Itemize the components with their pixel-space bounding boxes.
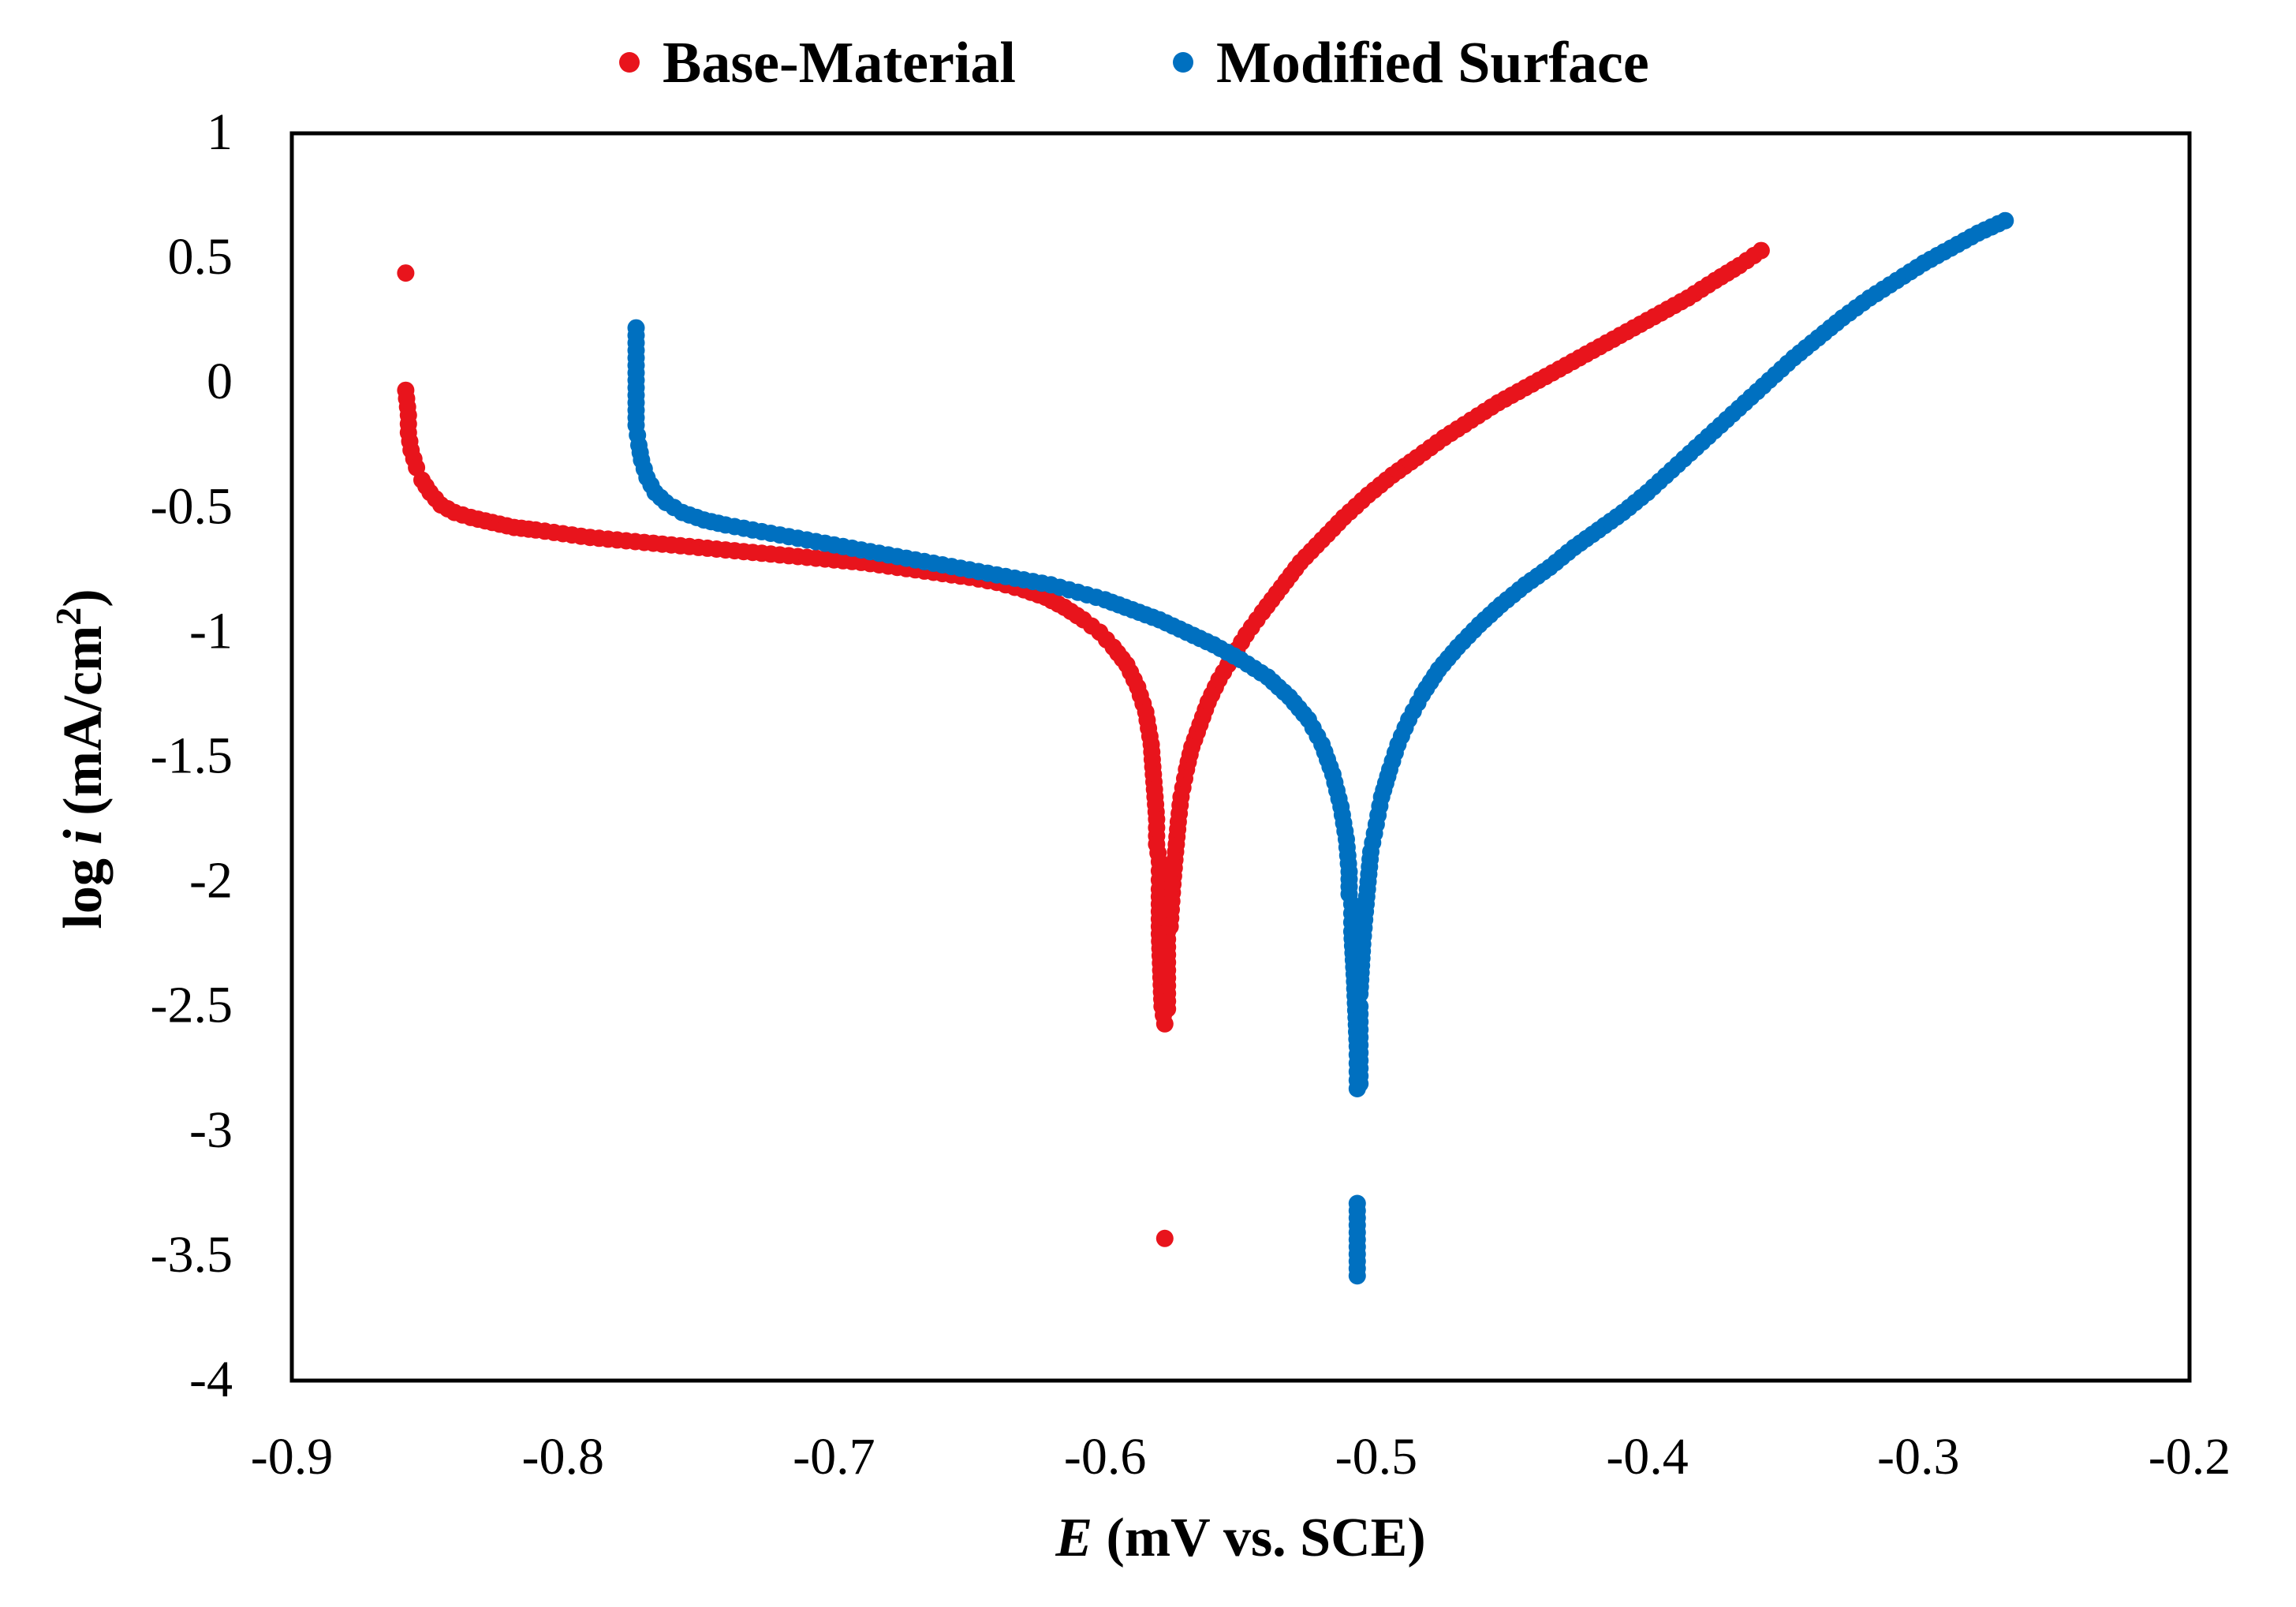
legend-marker-base-material <box>619 52 640 73</box>
x-tick-label: -0.6 <box>1064 1428 1146 1486</box>
x-tick-label: -0.5 <box>1335 1428 1417 1486</box>
y-tick-label: 1 <box>207 103 233 161</box>
data-point <box>1351 997 1369 1015</box>
y-axis-title-unit: (mA/cm <box>53 626 114 830</box>
x-tick-label: -0.2 <box>2149 1428 2231 1486</box>
y-axis-title-close: ) <box>53 589 114 607</box>
x-tick-label: -0.8 <box>521 1428 603 1486</box>
x-axis-ticks: -0.9 -0.8 -0.7 -0.6 -0.5 -0.4 -0.3 -0.2 <box>251 1428 2231 1486</box>
y-axis-title: log i (mA/cm2) <box>48 589 114 929</box>
data-point <box>1155 1229 1174 1247</box>
y-tick-label: -2.5 <box>151 977 233 1034</box>
y-axis-ticks: 1 0.5 0 -0.5 -1 -1.5 -2 -2.5 -3 -3.5 -4 <box>151 103 233 1408</box>
y-axis-title-superscript: 2 <box>48 607 88 626</box>
y-tick-label: -1 <box>189 602 233 660</box>
y-tick-label: -1.5 <box>151 727 233 785</box>
x-axis-title: E (mV vs. SCE) <box>1055 1508 1425 1568</box>
y-tick-label: 0.5 <box>168 228 233 286</box>
legend-marker-modified-surface <box>1173 52 1193 73</box>
y-axis-title-italic: i <box>53 829 114 845</box>
plot-area <box>289 131 2192 1383</box>
legend: Base-Material Modified Surface <box>619 31 1649 95</box>
x-tick-label: -0.3 <box>1877 1428 1959 1486</box>
y-tick-label: -2 <box>189 852 233 910</box>
data-point <box>1348 1267 1366 1285</box>
x-tick-label: -0.7 <box>793 1428 875 1486</box>
y-tick-label: -0.5 <box>151 477 233 535</box>
y-tick-label: -3.5 <box>151 1226 233 1284</box>
legend-label-base-material: Base-Material <box>663 31 1016 95</box>
y-tick-label: -4 <box>189 1351 233 1408</box>
legend-label-modified-surface: Modified Surface <box>1216 31 1649 95</box>
data-point <box>1996 211 2014 230</box>
x-axis-title-rest: (mV vs. SCE) <box>1092 1508 1426 1568</box>
data-point <box>397 264 415 282</box>
series-base-material <box>397 241 1770 1247</box>
x-tick-label: -0.4 <box>1606 1428 1688 1486</box>
data-point <box>1155 1015 1174 1033</box>
y-tick-label: -3 <box>189 1101 233 1159</box>
x-tick-label: -0.9 <box>251 1428 333 1486</box>
series-modified-surface <box>627 211 2014 1285</box>
data-point <box>1752 241 1770 260</box>
x-axis-title-italic: E <box>1055 1508 1092 1568</box>
y-axis-title-prefix: log <box>53 845 114 929</box>
y-tick-label: 0 <box>207 353 233 410</box>
